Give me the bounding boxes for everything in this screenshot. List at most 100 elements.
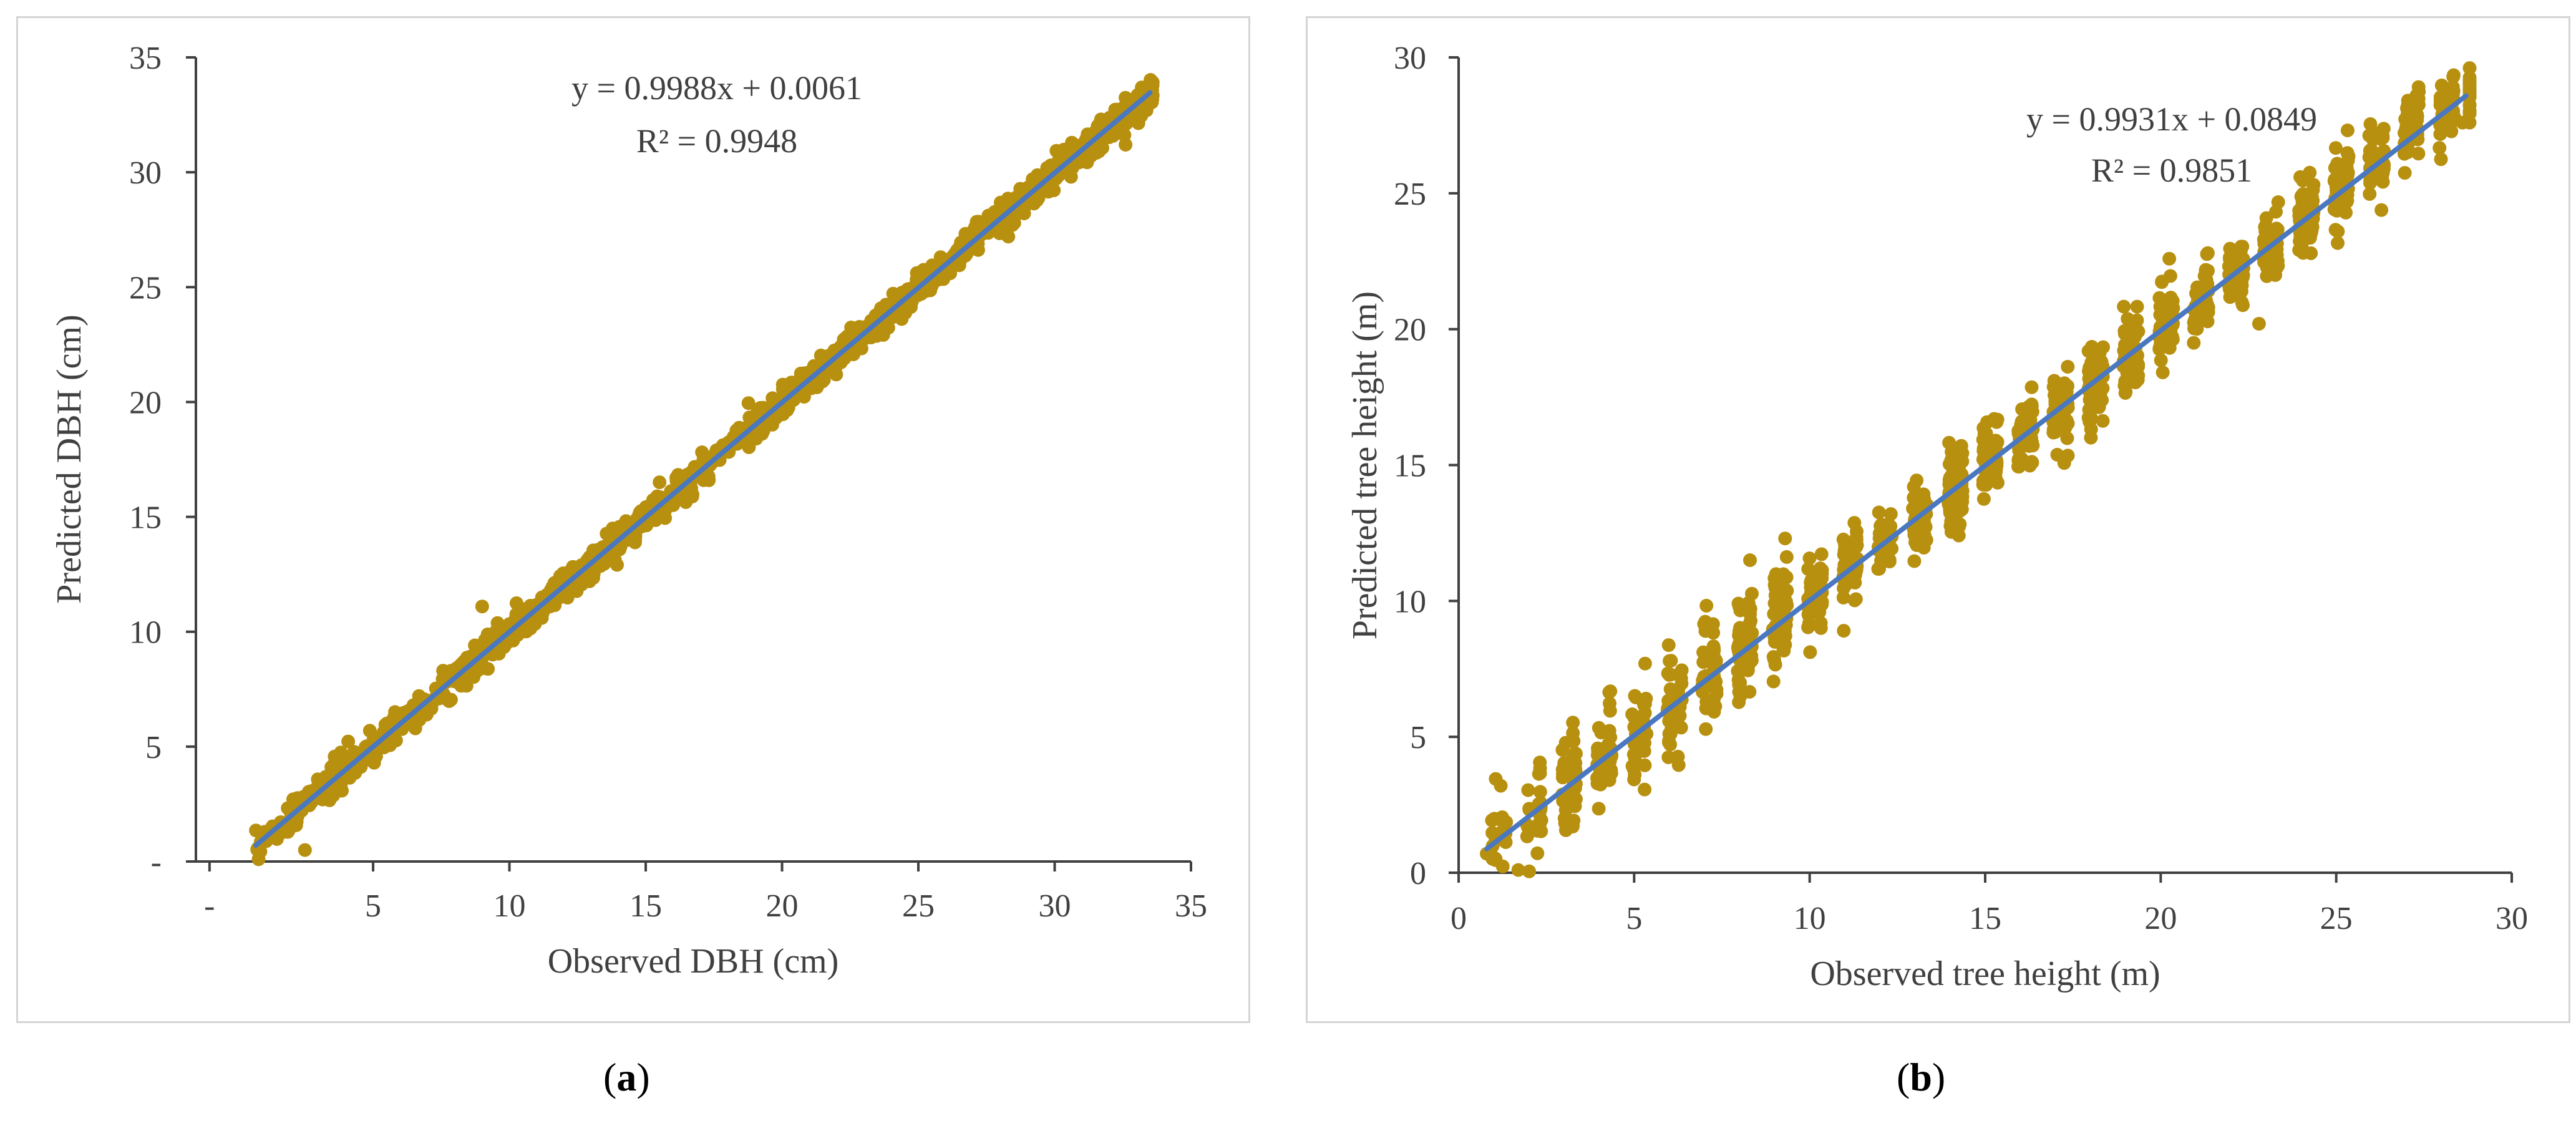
data-point	[1521, 783, 1535, 797]
x-tick-label: 20	[2144, 901, 2177, 936]
trendline-equation: y = 0.9931x + 0.0849	[2026, 100, 2317, 138]
data-point	[2398, 166, 2412, 180]
data-point	[1569, 747, 1583, 761]
caption-a: (a)	[603, 1055, 650, 1099]
data-point	[1872, 505, 1886, 520]
data-point	[251, 852, 266, 866]
data-point	[2433, 141, 2447, 155]
data-point	[408, 721, 422, 735]
data-point	[1731, 664, 1745, 678]
data-point	[528, 617, 542, 631]
data-point	[2399, 122, 2413, 135]
data-point	[1603, 704, 1617, 718]
data-point	[1743, 553, 1757, 567]
data-point	[2156, 365, 2170, 379]
y-tick-label: 20	[1394, 313, 1426, 348]
x-axis-title: Observed DBH (cm)	[548, 942, 839, 981]
x-tick-label: 5	[365, 888, 381, 924]
trendline-equation: y = 0.9988x + 0.0061	[571, 69, 862, 107]
data-point	[1768, 606, 1782, 620]
data-point	[1533, 785, 1547, 799]
x-axis-title: Observed tree height (m)	[1810, 954, 2160, 993]
data-point	[752, 403, 767, 417]
data-point	[2293, 230, 2308, 245]
data-point	[1511, 863, 1525, 877]
data-point	[1955, 454, 1970, 468]
data-point	[1744, 649, 1759, 663]
data-point	[1943, 519, 1958, 533]
data-point	[610, 558, 624, 572]
data-point	[2165, 333, 2180, 347]
data-point	[583, 571, 597, 586]
data-point	[1767, 578, 1782, 592]
r-squared-label: R² = 0.9948	[636, 122, 797, 160]
chart-panel-a: - 5 10 15 20 25 30 35 - 5 10 15 20 25 30 35 Observed DBH…	[16, 16, 1250, 1023]
data-point	[1874, 519, 1888, 533]
data-point	[2121, 312, 2135, 326]
data-point	[1485, 826, 1500, 840]
data-point	[1766, 674, 1781, 689]
data-point	[1802, 551, 1817, 565]
data-point	[1744, 614, 1758, 628]
data-point	[1674, 721, 1688, 735]
data-point	[2127, 329, 2142, 344]
data-point	[1489, 812, 1503, 826]
data-point	[354, 760, 368, 774]
x-tick-label: 20	[766, 888, 799, 924]
data-point	[2373, 131, 2387, 145]
data-point	[383, 738, 397, 752]
data-point	[1708, 699, 1723, 714]
x-tick-label: 35	[1175, 888, 1207, 924]
y-tick-label: 35	[129, 41, 162, 76]
y-tick-label: 30	[129, 155, 162, 191]
data-point	[2024, 380, 2039, 394]
data-point	[1145, 77, 1159, 90]
data-point	[1558, 823, 1573, 837]
data-point	[2341, 168, 2355, 182]
data-point	[2233, 249, 2248, 263]
data-point	[2304, 246, 2318, 260]
x-tick-label: 15	[629, 888, 662, 924]
x-tick-label: 25	[2320, 901, 2353, 936]
data-point	[2130, 356, 2144, 370]
data-point	[1804, 576, 1818, 590]
data-point	[1976, 492, 1991, 506]
data-point	[1532, 816, 1546, 830]
data-point	[887, 291, 902, 305]
data-point	[1671, 758, 1686, 772]
data-point	[1696, 645, 1711, 659]
data-point	[553, 569, 567, 583]
data-point	[2050, 447, 2064, 462]
data-point	[1988, 434, 2003, 448]
data-point	[2154, 353, 2168, 367]
data-point	[1494, 779, 1508, 793]
caption-b: (b)	[1897, 1055, 1946, 1099]
data-point	[1480, 847, 1494, 861]
data-point	[2235, 295, 2249, 309]
y-tick-label: 5	[1410, 720, 1426, 755]
data-point	[2330, 157, 2345, 171]
y-axis-title: Predicted tree height (m)	[1346, 291, 1384, 639]
data-point	[2012, 460, 2026, 474]
data-point	[741, 396, 756, 410]
data-point	[2328, 141, 2343, 155]
data-point	[1988, 468, 2002, 483]
data-point	[658, 511, 673, 525]
data-point	[2154, 339, 2168, 353]
x-tick-label: 30	[2496, 901, 2528, 936]
data-point	[1907, 528, 1922, 542]
data-point	[1558, 803, 1573, 817]
data-point	[1814, 547, 1829, 561]
data-point	[298, 843, 312, 857]
height-scatter-chart: 0 5 10 15 20 25 30 0 5 10 15 20 25 30 Observed tree he…	[1346, 41, 2528, 993]
data-point	[1566, 716, 1580, 730]
y-axis-title: Predicted DBH (cm)	[50, 314, 89, 603]
data-point	[1849, 592, 1863, 606]
trendline	[1484, 93, 2469, 852]
data-point	[1663, 727, 1678, 741]
data-point	[1697, 617, 1711, 631]
trendline	[253, 90, 1153, 848]
data-point	[1001, 230, 1016, 244]
data-point	[2303, 165, 2317, 180]
data-point	[2339, 205, 2353, 220]
